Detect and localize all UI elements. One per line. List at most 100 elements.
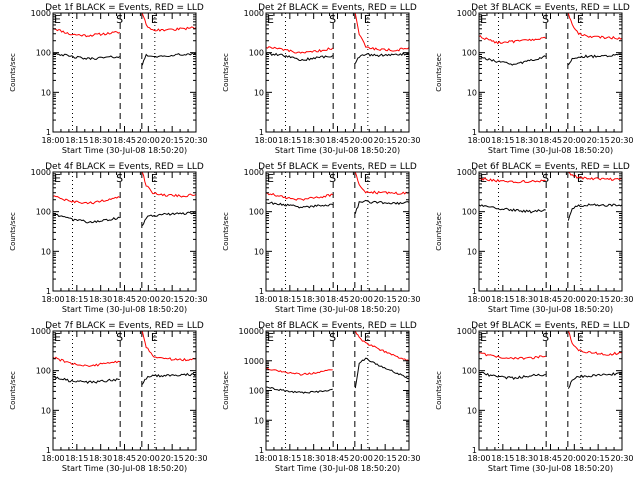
start-edge-label: E [480,13,487,26]
chart-title: Det 7f BLACK = Events, RED = LLD [45,321,204,331]
x-tick-label: 20:15 [161,295,184,304]
event-marker-label-S: S [116,172,123,185]
x-axis-label: Start Time (30-Jul-08 18:50:20) [275,464,400,473]
x-tick-label: 18:00 [41,454,64,463]
y-tick-label: 1000 [244,357,264,366]
y-tick-label: 100 [36,367,51,376]
event-marker-label-E: E [577,331,584,344]
y-tick-label: 100 [462,208,477,217]
y-axis-label: Counts/sec [435,53,443,92]
event-marker-label-E: E [364,172,371,185]
x-tick-label: 20:30 [184,454,207,463]
y-tick-label: 10 [467,406,477,415]
chart-title: Det 4f BLACK = Events, RED = LLD [45,162,204,172]
start-edge-label: E [480,172,487,185]
event-marker-label-S: S [329,172,336,185]
series-events-line [354,52,410,64]
x-tick-label: 20:15 [374,454,397,463]
x-tick-label: 20:00 [563,295,586,304]
y-axis-label: Counts/sec [222,212,230,251]
y-tick-label: 10 [467,247,477,256]
x-tick-label: 20:15 [161,136,184,145]
x-tick-label: 18:00 [467,454,490,463]
x-tick-label: 20:30 [610,295,633,304]
y-tick-label: 1000 [457,327,477,336]
x-tick-label: 18:15 [65,454,88,463]
x-tick-label: 20:30 [184,295,207,304]
x-tick-label: 18:15 [278,295,301,304]
series-lld-line [52,356,120,368]
chart-title: Det 1f BLACK = Events, RED = LLD [45,3,204,13]
series-lld-line [265,192,333,201]
x-tick-label: 18:45 [539,295,562,304]
x-tick-label: 20:15 [374,136,397,145]
y-tick-label: 1 [46,446,51,455]
series-events-line [567,203,623,221]
event-marker-label-E: E [577,172,584,185]
x-axis-label: Start Time (30-Jul-08 18:50:20) [488,464,613,473]
x-tick-label: 20:15 [587,136,610,145]
event-marker-label-E: E [364,13,371,26]
series-events-line [354,199,410,214]
x-axis-label: Start Time (30-Jul-08 18:50:20) [488,305,613,314]
x-tick-label: 18:00 [41,136,64,145]
x-tick-label: 20:00 [350,136,373,145]
x-axis-label: Start Time (30-Jul-08 18:50:20) [275,305,400,314]
x-tick-label: 18:30 [302,454,325,463]
y-axis-label: Counts/sec [222,371,230,410]
x-tick-label: 18:00 [467,136,490,145]
y-tick-label: 1 [46,128,51,137]
x-tick-label: 18:30 [89,136,112,145]
x-tick-label: 18:45 [326,295,349,304]
series-lld-line [478,352,546,360]
y-tick-label: 100 [249,49,264,58]
x-tick-label: 20:30 [397,295,420,304]
x-tick-label: 18:30 [89,295,112,304]
series-events-line [354,357,410,389]
x-tick-label: 18:45 [326,454,349,463]
x-tick-label: 20:30 [610,136,633,145]
series-events-line [141,372,197,385]
series-events-line [265,52,334,62]
x-tick-label: 18:00 [254,295,277,304]
y-tick-label: 1 [259,446,264,455]
series-lld-line [265,367,333,376]
x-tick-label: 20:15 [161,454,184,463]
x-tick-label: 18:15 [491,136,514,145]
y-tick-label: 10 [41,88,51,97]
event-marker-label-S: S [116,13,123,26]
series-events-line [52,52,120,61]
series-events-line [478,204,546,214]
series-lld-line [567,330,623,356]
y-tick-label: 1000 [457,9,477,18]
series-events-line [141,52,197,66]
x-tick-label: 18:15 [278,136,301,145]
y-tick-label: 100 [249,387,264,396]
x-tick-label: 18:30 [302,136,325,145]
y-tick-label: 10 [254,247,264,256]
x-tick-label: 20:00 [350,295,373,304]
series-lld-line [478,35,546,45]
y-tick-label: 10 [467,88,477,97]
y-tick-label: 10000 [239,327,264,336]
chart-title: Det 9f BLACK = Events, RED = LLD [471,321,630,331]
x-tick-label: 18:45 [113,295,136,304]
series-lld-line [265,46,334,54]
x-tick-label: 20:30 [184,136,207,145]
x-tick-label: 18:15 [491,454,514,463]
chart-title: Det 3f BLACK = Events, RED = LLD [471,3,630,13]
y-tick-label: 1 [259,287,264,296]
x-tick-label: 18:15 [65,136,88,145]
x-tick-label: 20:00 [563,454,586,463]
event-marker-label-E: E [577,13,584,26]
y-tick-label: 1000 [244,168,264,177]
x-axis-label: Start Time (30-Jul-08 18:50:20) [275,146,400,155]
y-tick-label: 1000 [31,168,51,177]
chart-title: Det 5f BLACK = Events, RED = LLD [258,162,417,172]
